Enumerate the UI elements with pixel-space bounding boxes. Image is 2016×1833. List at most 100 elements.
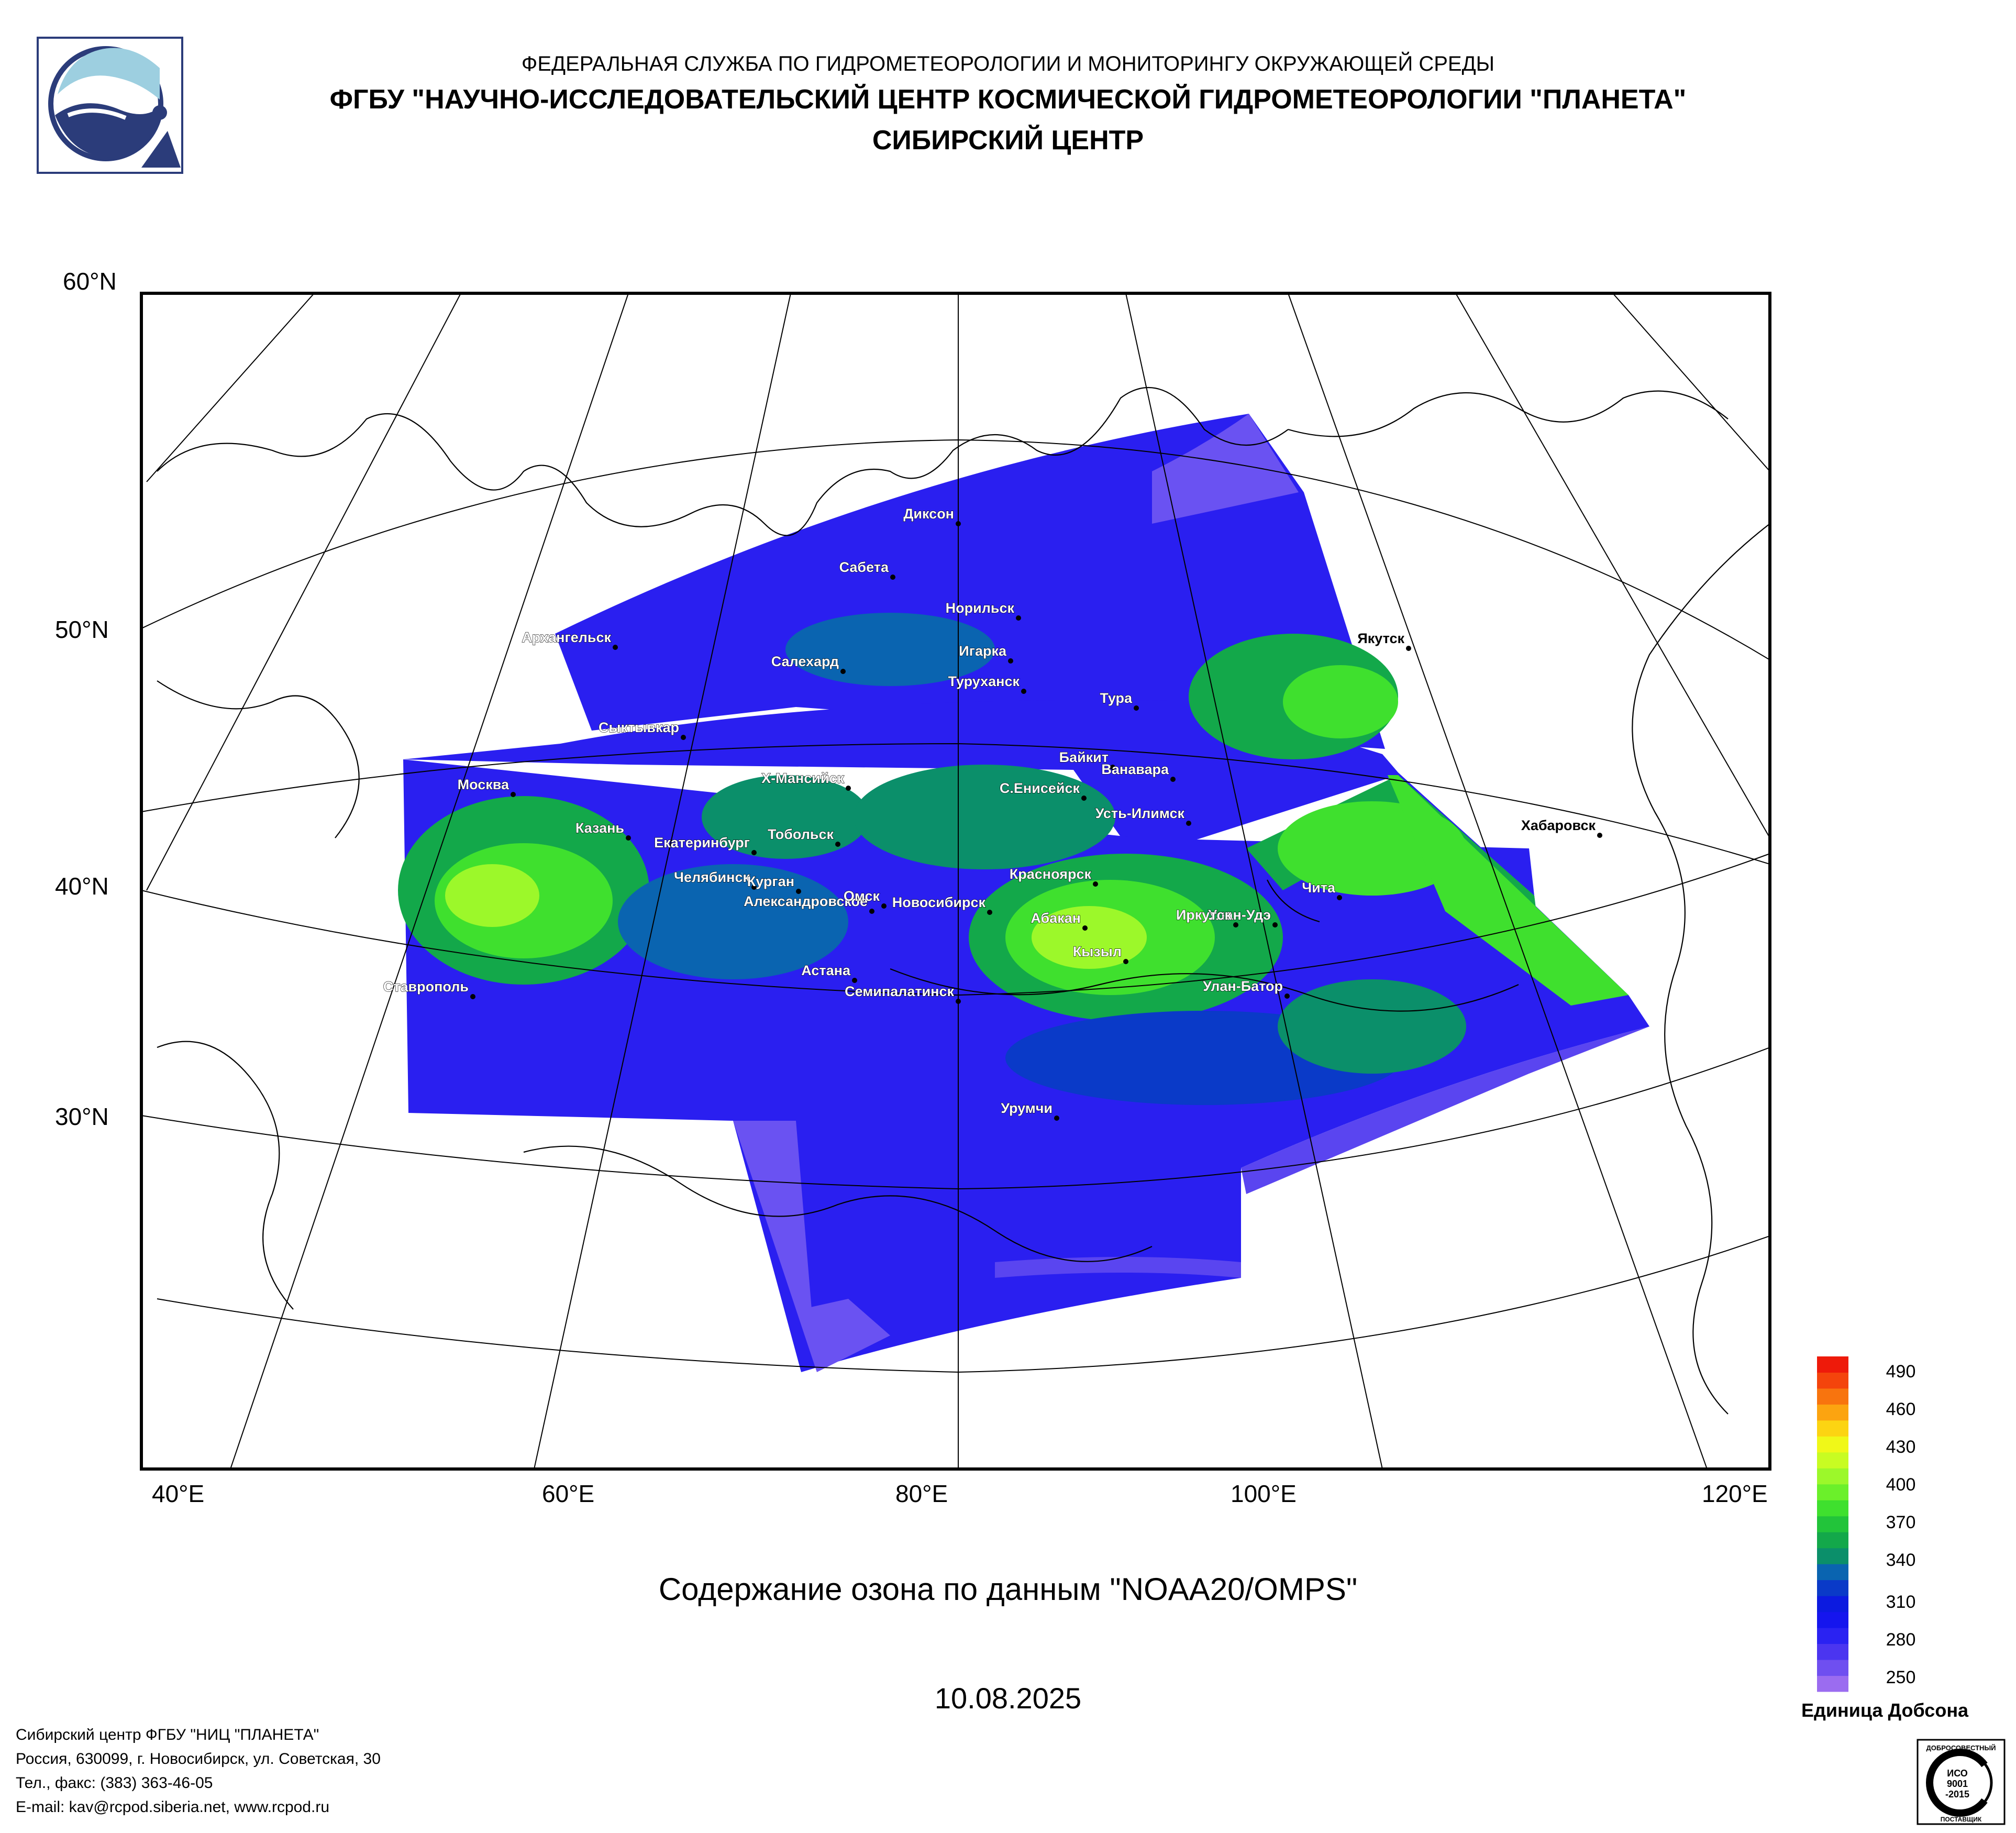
city-label: Диксон bbox=[903, 506, 954, 522]
planeta-logo bbox=[37, 37, 183, 174]
city-marker bbox=[1054, 1116, 1059, 1121]
legend-tick: 490 bbox=[1886, 1362, 1916, 1382]
map-title: Содержание озона по данным "NOAA20/OMPS" bbox=[658, 1572, 1358, 1607]
city-marker bbox=[1186, 821, 1191, 826]
city-marker bbox=[1406, 646, 1411, 651]
map-date: 10.08.2025 bbox=[934, 1682, 1082, 1715]
legend-swatch bbox=[1817, 1372, 1848, 1389]
footer-contacts: Сибирский центр ФГБУ "НИЦ "ПЛАНЕТА" Росс… bbox=[16, 1723, 381, 1819]
footer-address: Россия, 630099, г. Новосибирск, ул. Сове… bbox=[16, 1750, 381, 1768]
city-marker bbox=[511, 792, 516, 797]
legend-swatch bbox=[1817, 1675, 1848, 1692]
city-marker bbox=[1008, 658, 1013, 664]
legend-swatch bbox=[1817, 1660, 1848, 1676]
city-marker bbox=[835, 842, 840, 847]
city-label: Архангельск bbox=[522, 630, 611, 645]
legend-unit: Единица Добсона bbox=[1801, 1699, 1969, 1721]
city-marker bbox=[626, 835, 631, 841]
color-legend: 490 460 430 400 370 340 310 280 250 bbox=[1817, 1356, 1916, 1692]
legend-swatch bbox=[1817, 1436, 1848, 1453]
lon-label-80: 80°E bbox=[895, 1480, 948, 1507]
legend-swatch bbox=[1817, 1611, 1848, 1628]
city-label: Ванавара bbox=[1101, 761, 1169, 777]
city-marker bbox=[956, 521, 961, 526]
city-label: Челябинск bbox=[674, 869, 750, 885]
legend-tick: 280 bbox=[1886, 1630, 1916, 1650]
city-marker bbox=[1272, 922, 1278, 927]
legend-swatch bbox=[1817, 1388, 1848, 1405]
iso-certification-badge: ДОБРОСОВЕСТНЫЙ ИСО 9001 -2015 ПОСТАВЩИК bbox=[1917, 1739, 2006, 1825]
city-marker bbox=[1123, 959, 1128, 964]
city-marker bbox=[751, 850, 757, 855]
city-marker bbox=[869, 909, 874, 914]
city-label: Ставрополь bbox=[383, 979, 469, 995]
graticule bbox=[141, 293, 1770, 1469]
agency-title: ФЕДЕРАЛЬНАЯ СЛУЖБА ПО ГИДРОМЕТЕОРОЛОГИИ … bbox=[521, 52, 1495, 75]
city-marker bbox=[1110, 765, 1115, 770]
city-marker bbox=[881, 903, 887, 909]
city-label: Сыктывкар bbox=[599, 720, 679, 735]
cert-2015: -2015 bbox=[1945, 1789, 1969, 1799]
city-label: Х-Мансийск bbox=[761, 770, 844, 786]
legend-tick: 310 bbox=[1886, 1592, 1916, 1612]
city-label: Тобольск bbox=[768, 826, 834, 842]
legend-swatch bbox=[1817, 1484, 1848, 1500]
legend-tick: 370 bbox=[1886, 1512, 1916, 1532]
city-marker bbox=[681, 735, 686, 740]
city-label: Астана bbox=[801, 963, 851, 978]
legend-swatch bbox=[1817, 1564, 1848, 1581]
city-marker bbox=[1016, 615, 1021, 621]
map-frame bbox=[140, 292, 1771, 1471]
ozone-swath bbox=[398, 414, 1649, 1372]
city-marker bbox=[987, 910, 992, 915]
lat-label-30: 30°N bbox=[55, 1103, 109, 1130]
lat-label-40: 40°N bbox=[55, 873, 109, 900]
legend-swatch bbox=[1817, 1580, 1848, 1596]
city-label: Якутск bbox=[1357, 631, 1404, 646]
legend-tick: 460 bbox=[1886, 1399, 1916, 1419]
center-title: СИБИРСКИЙ ЦЕНТР bbox=[872, 125, 1144, 156]
legend-swatch bbox=[1817, 1628, 1848, 1644]
cert-bottom: ПОСТАВЩИК bbox=[1941, 1816, 1982, 1823]
city-marker bbox=[1134, 705, 1139, 711]
city-label: Урумчи bbox=[1001, 1100, 1053, 1116]
city-label: Туруханск bbox=[948, 673, 1020, 689]
cert-iso: ИСО bbox=[1947, 1768, 1968, 1779]
city-marker bbox=[1337, 895, 1342, 900]
city-marker bbox=[1021, 689, 1026, 694]
city-label: Байкит bbox=[1059, 749, 1109, 765]
lat-label-50: 50°N bbox=[55, 616, 109, 643]
city-label: Игарка bbox=[959, 643, 1007, 659]
legend-tick: 250 bbox=[1886, 1668, 1916, 1687]
city-label: Хабаровск bbox=[1521, 818, 1596, 833]
legend-swatch bbox=[1817, 1356, 1848, 1373]
city-label: Красноярск bbox=[1010, 866, 1092, 882]
legend-tick: 430 bbox=[1886, 1437, 1916, 1457]
legend-swatch bbox=[1817, 1468, 1848, 1485]
legend-swatch bbox=[1817, 1643, 1848, 1660]
city-label: Новосибирск bbox=[892, 895, 986, 910]
city-label: Иркутск bbox=[1176, 907, 1232, 923]
cert-9001: 9001 bbox=[1947, 1779, 1968, 1789]
footer-email: E-mail: kav@rcpod.siberia.net, www.rcpod… bbox=[16, 1798, 330, 1816]
city-marker bbox=[1597, 833, 1602, 838]
legend-swatch bbox=[1817, 1516, 1848, 1532]
city-markers: Диксон Сабета Норильск Игарка Салехард Туруха… bbox=[383, 505, 1602, 1121]
city-label: Александровское bbox=[744, 893, 868, 909]
legend-swatch bbox=[1817, 1404, 1848, 1421]
city-label: С.Енисейск bbox=[1000, 780, 1080, 796]
city-marker bbox=[751, 885, 757, 890]
legend-swatch bbox=[1817, 1548, 1848, 1564]
city-label: Усть-Илимск bbox=[1095, 805, 1185, 821]
legend-tick: 400 bbox=[1886, 1475, 1916, 1495]
coastlines bbox=[157, 387, 1770, 1415]
city-label: Тура bbox=[1100, 690, 1133, 706]
legend-tick: 340 bbox=[1886, 1550, 1916, 1570]
city-label: Сабета bbox=[839, 559, 889, 575]
legend-swatch bbox=[1817, 1500, 1848, 1517]
city-marker bbox=[890, 575, 895, 580]
lat-label-60: 60°N bbox=[63, 268, 117, 295]
city-label: Екатеринбург bbox=[654, 835, 750, 851]
city-label: Кызыл bbox=[1073, 944, 1122, 959]
